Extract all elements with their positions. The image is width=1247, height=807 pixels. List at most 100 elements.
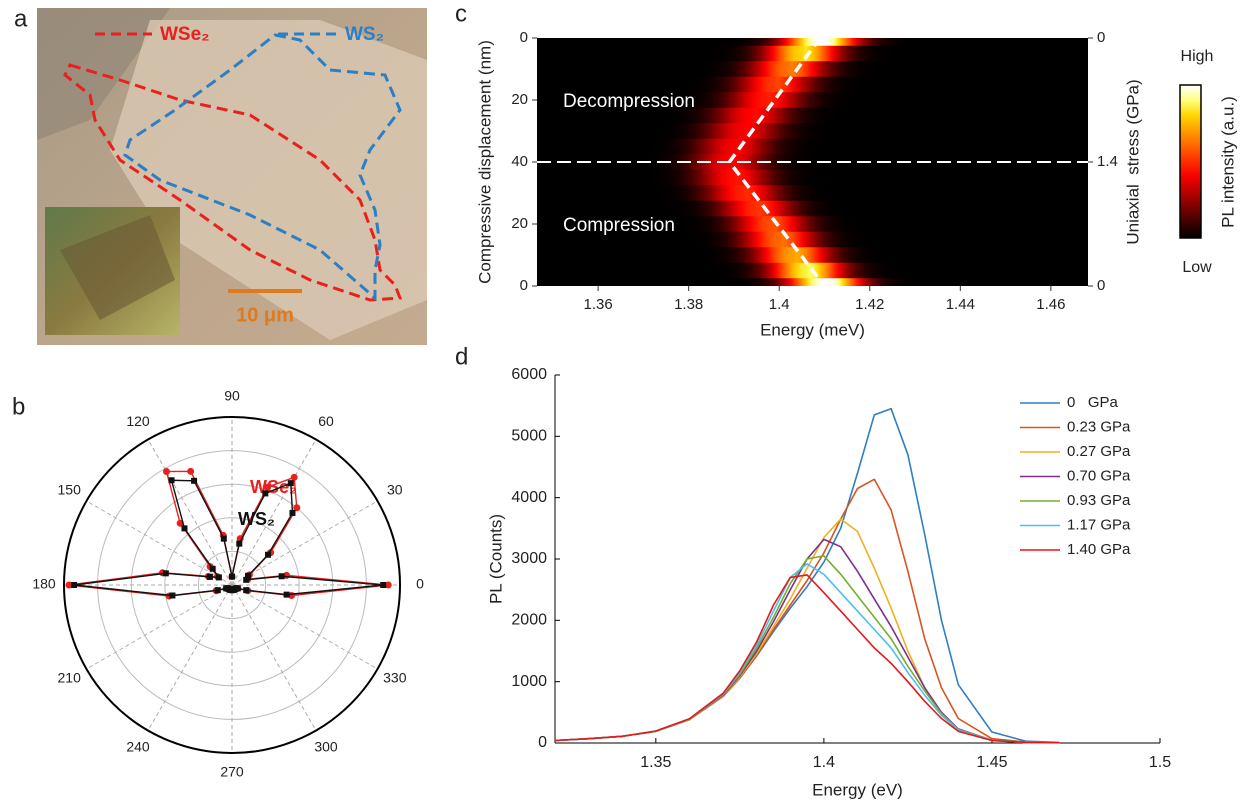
annotation: Compression <box>563 215 675 236</box>
heatmap-row <box>537 76 1088 93</box>
spoke <box>231 584 317 731</box>
colorbar-low: Low <box>1182 259 1212 276</box>
data-point <box>243 576 250 583</box>
x-tick-label: 1.42 <box>855 296 884 313</box>
data-point <box>181 525 188 532</box>
y-tick-label: 20 <box>511 215 528 232</box>
legend-label: 1.17 GPa <box>1067 516 1131 533</box>
spoke <box>86 584 233 670</box>
data-point <box>168 477 175 484</box>
y-tick-label: 1000 <box>511 673 547 690</box>
data-point <box>293 504 301 512</box>
data-line <box>554 574 1060 744</box>
y-tick-label: 2000 <box>511 612 547 629</box>
x-tick-label: 1.4 <box>813 754 835 771</box>
heatmap-row <box>537 138 1088 155</box>
micrograph <box>37 8 427 345</box>
data-point <box>215 574 222 581</box>
colorbar <box>1179 84 1202 239</box>
heatmap-row <box>537 231 1088 248</box>
data-point <box>234 585 241 592</box>
data-point <box>264 483 272 491</box>
data-point <box>191 477 198 484</box>
panel-label: b <box>12 393 25 420</box>
data-point <box>187 467 195 475</box>
data-point <box>71 582 78 588</box>
grid-circle <box>164 517 300 653</box>
spoke <box>231 500 378 586</box>
x-tick-label: 1.5 <box>1149 754 1171 771</box>
y-tick-label: 5000 <box>511 428 547 445</box>
heatmap-row <box>537 154 1088 171</box>
y-tick-label: 20 <box>511 91 528 108</box>
legend-label: 1.40 GPa <box>1067 541 1131 558</box>
data-point <box>384 581 392 589</box>
y2-tick-label: 0 <box>1097 277 1105 294</box>
y-tick-label: 40 <box>511 153 528 170</box>
annotation: Decompression <box>563 91 695 112</box>
angle-label: 270 <box>220 764 244 780</box>
flake <box>110 20 427 340</box>
data-point <box>289 509 296 516</box>
x-tick-label: 1.46 <box>1036 296 1065 313</box>
data-point <box>206 573 213 580</box>
y-tick-label: 0 <box>538 734 547 751</box>
data-line <box>554 478 1060 744</box>
heatmap-row <box>537 45 1088 62</box>
x-tick-label: 1.45 <box>976 754 1007 771</box>
colorbar-label: PL intensity (a.u.) <box>1218 96 1237 228</box>
data-point <box>278 573 285 580</box>
y-tick-label: 3000 <box>511 550 547 567</box>
data-point <box>236 540 243 547</box>
heatmap-row <box>537 61 1088 78</box>
data-point <box>380 582 387 588</box>
data-point <box>162 468 170 476</box>
data-line <box>554 563 1060 744</box>
legend-label: 0 GPa <box>1067 394 1119 411</box>
angle-label: 240 <box>126 739 150 755</box>
heatmap-row <box>537 216 1088 233</box>
angle-label: 90 <box>224 388 240 404</box>
x-tick-label: 1.35 <box>640 754 671 771</box>
angle-label: 30 <box>387 482 403 498</box>
outer-circle <box>63 416 401 754</box>
angle-label: 180 <box>32 576 56 592</box>
grid-circle <box>197 550 267 620</box>
series-label: WS₂ <box>238 509 275 529</box>
spoke <box>231 439 317 586</box>
series-label: WSe₂ <box>250 477 297 497</box>
angle-label: 150 <box>58 482 82 498</box>
data-point <box>262 490 269 497</box>
x-tick-label: 1.4 <box>769 296 790 313</box>
colorbar-high: High <box>1181 48 1214 65</box>
flake-label: WS₂ <box>345 24 384 45</box>
heatmap-row <box>537 38 1088 47</box>
heatmap <box>537 38 1088 286</box>
x-tick-label: 1.44 <box>946 296 975 313</box>
data-point <box>214 587 221 594</box>
data-point <box>290 473 298 481</box>
data-point <box>220 535 227 542</box>
y-tick-label: 0 <box>520 277 528 294</box>
spoke <box>86 500 233 586</box>
data-point <box>229 573 235 580</box>
y-axis-label: PL (Counts) <box>486 514 505 604</box>
angle-label: 300 <box>314 739 338 755</box>
heatmap-row <box>537 169 1088 186</box>
y2-axis-label: Uniaxial stress (GPa) <box>1123 79 1142 244</box>
heatmap-row <box>537 123 1088 140</box>
data-line <box>554 538 1060 744</box>
heatmap-row <box>537 185 1088 202</box>
panel-label: d <box>455 343 468 370</box>
heatmap-row <box>537 247 1088 264</box>
panel-label: c <box>455 0 467 27</box>
data-point <box>162 570 169 577</box>
ws2-outline <box>123 33 402 302</box>
angle-label: 120 <box>126 413 150 429</box>
scale-bar-label: 10 μm <box>236 304 294 326</box>
spoke <box>231 584 378 670</box>
y2-tick-label: 1.4 <box>1097 153 1118 170</box>
x-tick-label: 1.38 <box>674 296 703 313</box>
data-point <box>209 565 216 572</box>
